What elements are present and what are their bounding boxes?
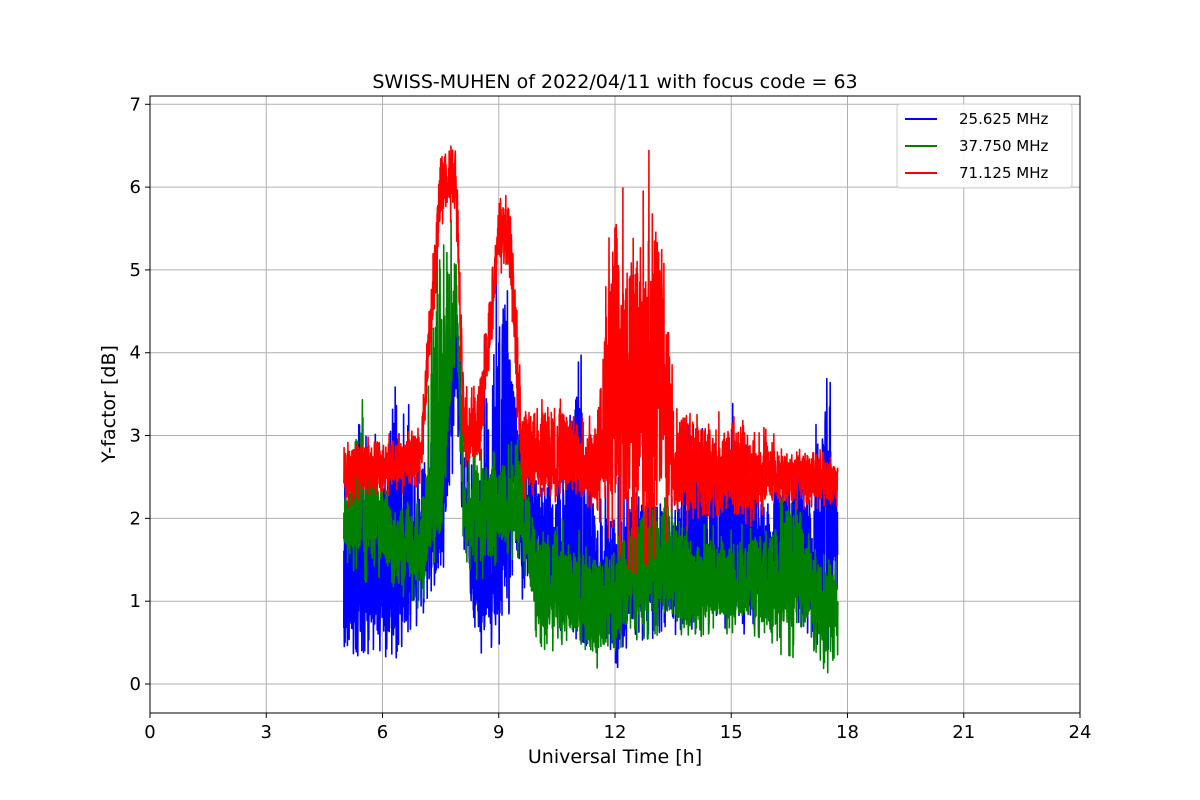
y-tick-label: 3 [130,426,141,447]
y-tick-label: 7 [130,94,141,115]
chart-legend: 25.625 MHz 37.750 MHz 71.125 MHz [896,103,1073,189]
series-layer [343,145,839,674]
y-tick-label: 4 [130,343,141,364]
x-tick-label: 18 [836,722,859,743]
legend-box [896,103,1073,189]
chart-title: SWISS-MUHEN of 2022/04/11 with focus cod… [372,71,857,93]
x-tick-label: 21 [952,722,975,743]
y-axis-title: Y-factor [dB] [98,345,120,464]
y-tick-label: 2 [130,508,141,529]
x-tick-label: 3 [261,722,272,743]
y-tick-label: 0 [130,674,141,695]
x-tick-label: 12 [604,722,627,743]
y-tick-label: 5 [130,260,141,281]
x-tick-label: 15 [720,722,743,743]
legend-label-2: 37.750 MHz [959,137,1048,155]
x-tick-label: 0 [144,722,155,743]
legend-label-3: 71.125 MHz [959,164,1048,182]
y-tick-label: 6 [130,177,141,198]
y-tick-label: 1 [130,591,141,612]
x-tick-label: 6 [377,722,388,743]
x-tick-label: 24 [1069,722,1092,743]
series-line-3 [343,145,839,575]
x-tick-label: 9 [493,722,504,743]
x-axis-title: Universal Time [h] [528,746,702,768]
legend-label-1: 25.625 MHz [959,110,1048,128]
series-line-2 [343,219,839,674]
